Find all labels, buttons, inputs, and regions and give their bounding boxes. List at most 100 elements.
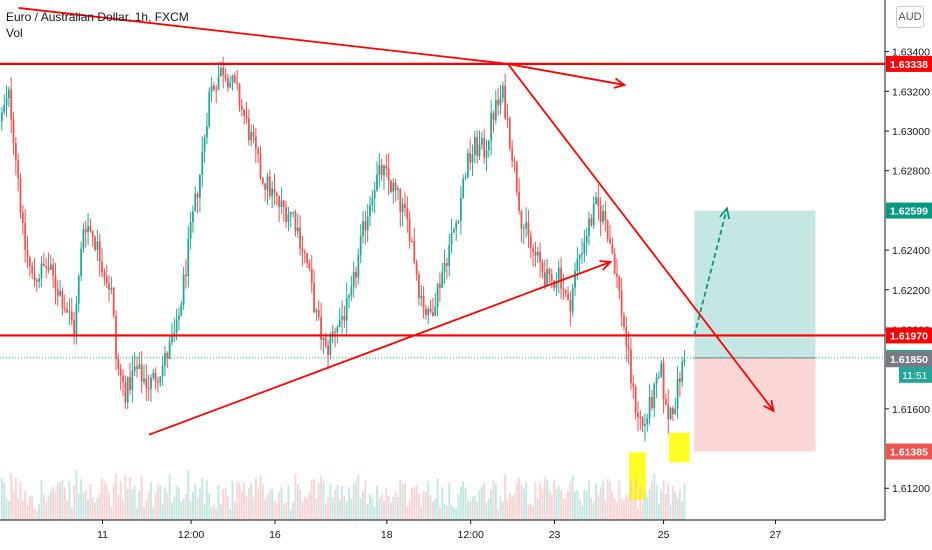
- candle-body: [73, 320, 75, 335]
- candle-body: [457, 221, 460, 223]
- volume-bar: [455, 508, 458, 520]
- volume-bar: [678, 489, 681, 520]
- symbol-legend: Euro / Australian Dollar, 1h, FXCM: [6, 10, 189, 24]
- volume-bar: [112, 484, 115, 520]
- volume-bar: [483, 483, 486, 520]
- candle-body: [110, 287, 113, 290]
- candle-body: [5, 98, 8, 106]
- volume-bar: [436, 478, 439, 520]
- volume-bar: [219, 504, 222, 520]
- candle-body: [567, 293, 569, 300]
- volume-bar: [583, 489, 586, 520]
- volume-bar: [452, 507, 455, 520]
- volume-bar: [212, 504, 215, 520]
- candle-body: [59, 291, 62, 296]
- volume-bar: [620, 498, 623, 520]
- candle-body: [581, 253, 583, 255]
- volume-bar: [371, 498, 374, 520]
- candle-body: [597, 197, 600, 206]
- volume-bar: [662, 480, 665, 520]
- candle-body: [268, 176, 271, 197]
- volume-bar: [578, 499, 581, 520]
- candle-body: [406, 208, 409, 219]
- candle-body: [362, 221, 364, 236]
- candle-body: [529, 235, 532, 249]
- candle-body: [525, 222, 528, 229]
- candle-body: [432, 312, 434, 316]
- volume-bar: [595, 483, 597, 520]
- price-tag-6: [886, 443, 932, 460]
- candle-body: [459, 197, 462, 222]
- candle-body: [182, 274, 185, 305]
- volume-bar: [439, 506, 441, 520]
- candle-body: [448, 245, 451, 266]
- candle-body: [455, 222, 458, 230]
- time-tick-label: 12:00: [458, 529, 484, 541]
- volume-bar: [369, 494, 371, 520]
- volume-bar: [567, 491, 569, 520]
- candle-body: [115, 315, 117, 359]
- volume-bar: [518, 477, 521, 520]
- candle-body: [651, 396, 653, 409]
- volume-bar: [464, 487, 467, 520]
- price-tick-label: 1.61200: [892, 483, 930, 495]
- candle-body: [89, 226, 92, 231]
- candle-body: [562, 288, 565, 290]
- volume-bar: [192, 492, 194, 520]
- candle-body: [322, 337, 325, 340]
- volume-bar: [187, 470, 190, 520]
- candle-body: [185, 274, 187, 277]
- candle-body: [429, 308, 432, 313]
- volume-bar: [625, 494, 628, 520]
- candle-body: [112, 287, 115, 316]
- volume-bar: [161, 503, 164, 520]
- candle-body: [539, 251, 541, 263]
- volume-bar: [422, 491, 425, 520]
- volume-bar: [117, 494, 120, 520]
- candle-body: [63, 308, 66, 310]
- volume-bar: [12, 490, 15, 520]
- volume-bar: [45, 502, 48, 520]
- candle-body: [620, 290, 623, 316]
- volume-bar: [199, 488, 201, 520]
- candle-body: [285, 206, 288, 222]
- candle-body: [206, 126, 208, 138]
- time-tick-label: 23: [549, 529, 561, 541]
- candle-body: [359, 235, 362, 255]
- volume-bar: [676, 498, 679, 520]
- currency-button[interactable]: AUD: [896, 6, 924, 28]
- candle-body: [511, 148, 514, 161]
- volume-bar: [136, 508, 138, 520]
- candle-body: [527, 222, 530, 236]
- candle-body: [616, 273, 618, 277]
- candle-body: [369, 205, 371, 217]
- candle-body: [217, 76, 220, 90]
- volume-bar: [217, 484, 220, 520]
- candle-body: [602, 211, 604, 222]
- volume-bar: [667, 483, 670, 520]
- candle-body: [210, 85, 213, 92]
- volume-bar: [632, 499, 635, 520]
- candle-body: [252, 132, 255, 137]
- candle-body: [259, 153, 262, 178]
- volume-bar: [196, 498, 199, 520]
- time-tick-label: 11: [97, 529, 108, 541]
- volume-bar: [480, 486, 483, 520]
- candle-body: [578, 254, 581, 260]
- trendline-arrowhead-3: [763, 399, 775, 413]
- candle-body: [557, 267, 560, 283]
- volume-bar: [143, 506, 145, 520]
- candle-body: [280, 200, 283, 207]
- candle-body: [84, 229, 87, 233]
- candle-body: [70, 311, 73, 321]
- volume-bar: [348, 487, 350, 520]
- volume-legend: Vol: [6, 26, 23, 40]
- candle-body: [87, 226, 89, 233]
- candle-body: [497, 99, 500, 106]
- price-tag-label-1: 1.63338: [890, 59, 928, 71]
- volume-bar: [401, 483, 404, 520]
- volume-bar: [73, 485, 75, 520]
- volume-bar: [329, 484, 332, 520]
